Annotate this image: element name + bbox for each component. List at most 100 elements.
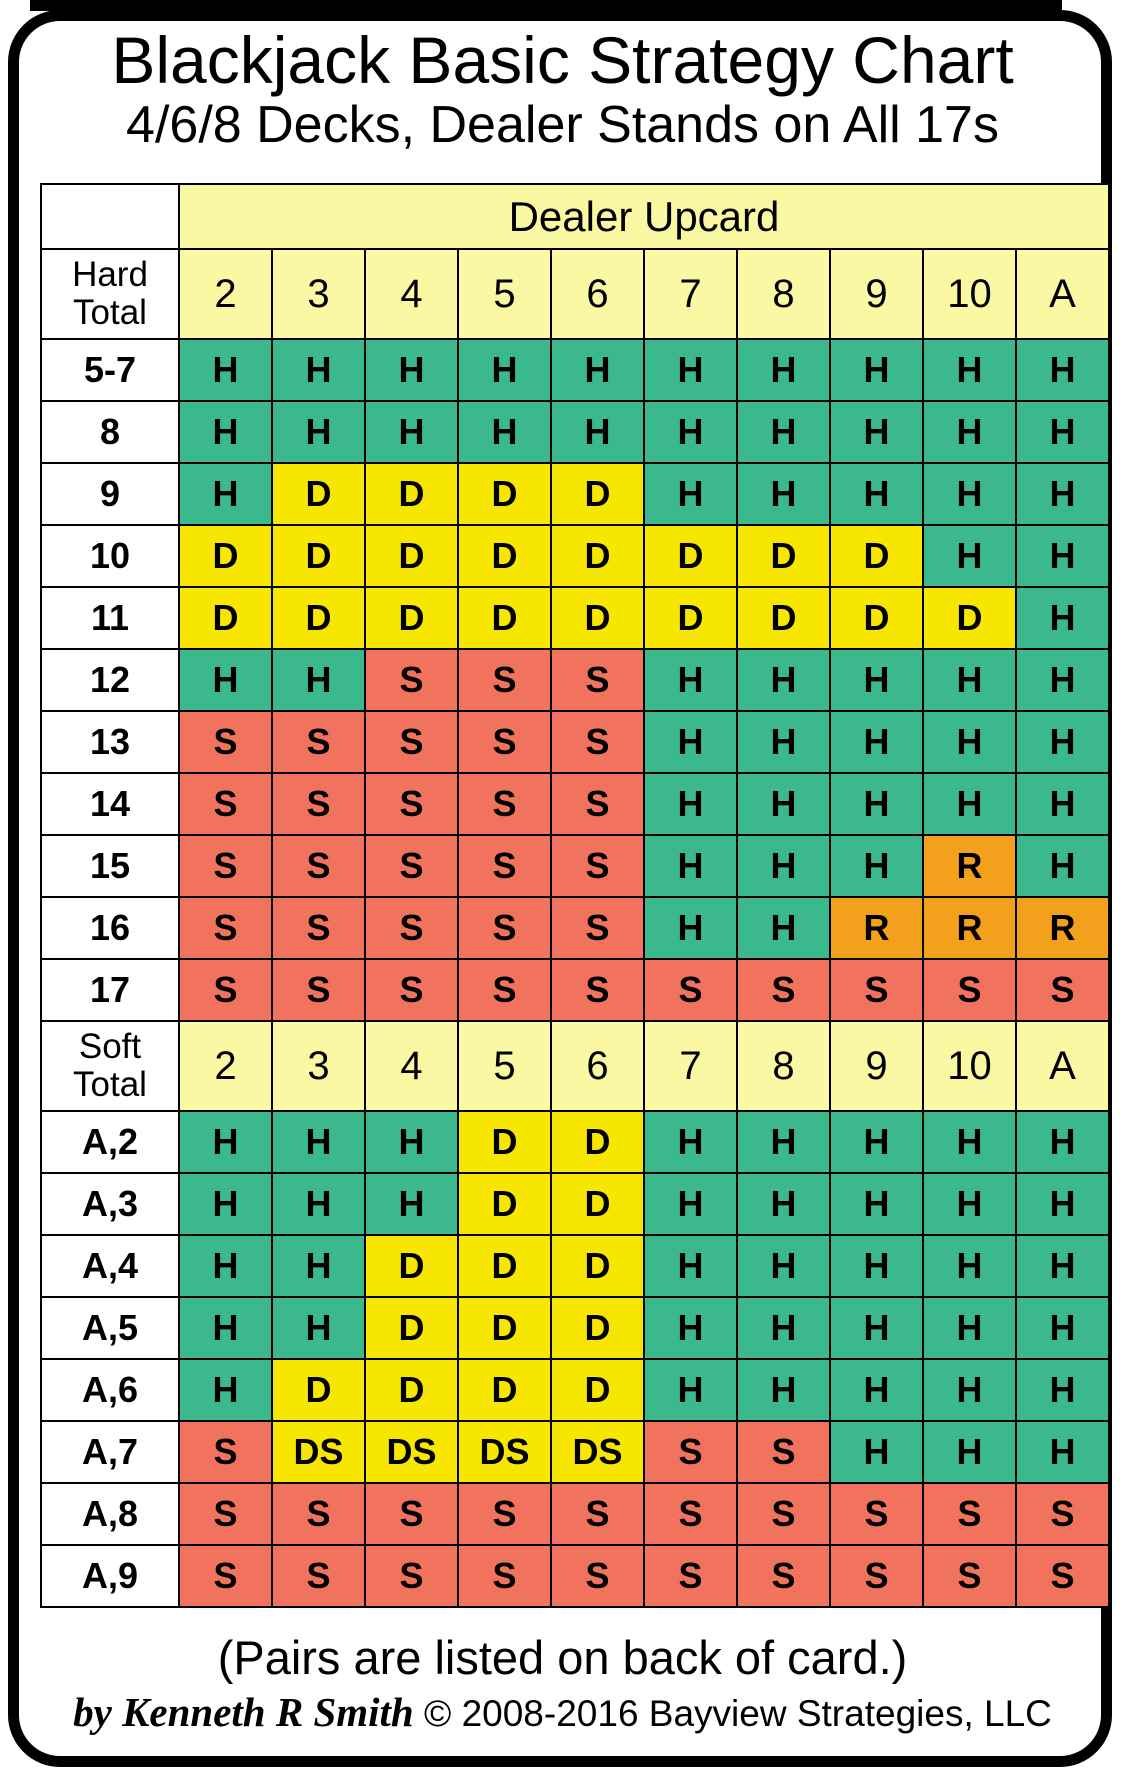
strategy-cell: H bbox=[736, 648, 831, 712]
page-title: Blackjack Basic Strategy Chart bbox=[111, 23, 1014, 97]
strategy-cell: H bbox=[643, 710, 738, 774]
strategy-cell: S bbox=[550, 710, 645, 774]
strategy-row: 13 S S S S S H H H H H bbox=[40, 710, 1110, 774]
strategy-cell: H bbox=[550, 400, 645, 464]
strategy-cell: S bbox=[178, 834, 273, 898]
strategy-cell: S bbox=[736, 958, 831, 1022]
row-label: 5-7 bbox=[40, 338, 180, 402]
strategy-cell: DS bbox=[457, 1420, 552, 1484]
strategy-cell: DS bbox=[550, 1420, 645, 1484]
row-label: 14 bbox=[40, 772, 180, 836]
strategy-cell: H bbox=[829, 710, 924, 774]
upcard-header-cell: 10 bbox=[922, 248, 1017, 340]
strategy-cell: S bbox=[271, 1482, 366, 1546]
strategy-cell: H bbox=[1015, 1420, 1110, 1484]
strategy-row: A,6 H D D D D H H H H H bbox=[40, 1358, 1110, 1422]
strategy-cell: H bbox=[922, 1172, 1017, 1236]
strategy-cell: D bbox=[364, 586, 459, 650]
strategy-cell: H bbox=[643, 772, 738, 836]
strategy-cell: S bbox=[550, 896, 645, 960]
strategy-cell: S bbox=[457, 1544, 552, 1608]
strategy-cell: S bbox=[643, 1544, 738, 1608]
strategy-cell: S bbox=[550, 1482, 645, 1546]
strategy-cell: H bbox=[829, 1172, 924, 1236]
row-label: A,2 bbox=[40, 1110, 180, 1174]
strategy-cell: H bbox=[643, 1172, 738, 1236]
strategy-cell: S bbox=[457, 772, 552, 836]
upcard-header-cell: 2 bbox=[178, 1020, 273, 1112]
strategy-cell: D bbox=[736, 586, 831, 650]
strategy-cell: H bbox=[364, 1110, 459, 1174]
row-label: A,7 bbox=[40, 1420, 180, 1484]
strategy-cell: H bbox=[178, 1358, 273, 1422]
strategy-cell: H bbox=[364, 400, 459, 464]
strategy-cell: H bbox=[736, 338, 831, 402]
row-label: A,6 bbox=[40, 1358, 180, 1422]
strategy-cell: D bbox=[364, 462, 459, 526]
strategy-cell: S bbox=[1015, 1544, 1110, 1608]
row-label: 9 bbox=[40, 462, 180, 526]
strategy-cell: H bbox=[829, 338, 924, 402]
strategy-cell: D bbox=[550, 1110, 645, 1174]
strategy-cell: H bbox=[643, 1296, 738, 1360]
strategy-cell: H bbox=[922, 1358, 1017, 1422]
strategy-cell: S bbox=[829, 958, 924, 1022]
strategy-cell: H bbox=[736, 772, 831, 836]
strategy-cell: S bbox=[457, 834, 552, 898]
strategy-cell: H bbox=[178, 1234, 273, 1298]
strategy-cell: S bbox=[829, 1482, 924, 1546]
strategy-cell: H bbox=[364, 338, 459, 402]
strategy-cell: H bbox=[643, 896, 738, 960]
dealer-upcard-header: Dealer Upcard bbox=[178, 183, 1110, 250]
strategy-cell: D bbox=[550, 1296, 645, 1360]
strategy-cell: D bbox=[364, 1234, 459, 1298]
strategy-cell: D bbox=[643, 586, 738, 650]
strategy-cell: DS bbox=[271, 1420, 366, 1484]
row-label: 10 bbox=[40, 524, 180, 588]
strategy-row: A,7 S DS DS DS DS S S H H H bbox=[40, 1420, 1110, 1484]
strategy-cell: S bbox=[457, 648, 552, 712]
upcard-header-cell: 9 bbox=[829, 248, 924, 340]
strategy-cell: H bbox=[178, 1172, 273, 1236]
strategy-cell: S bbox=[1015, 958, 1110, 1022]
upcard-header-cell: 7 bbox=[643, 248, 738, 340]
strategy-cell: H bbox=[643, 648, 738, 712]
strategy-cell: D bbox=[829, 586, 924, 650]
strategy-cell: D bbox=[271, 524, 366, 588]
strategy-cell: H bbox=[178, 1110, 273, 1174]
strategy-cell: H bbox=[829, 1296, 924, 1360]
strategy-cell: H bbox=[457, 338, 552, 402]
strategy-cell: H bbox=[1015, 462, 1110, 526]
strategy-cell: S bbox=[364, 896, 459, 960]
strategy-cell: D bbox=[643, 524, 738, 588]
strategy-cell: H bbox=[922, 1234, 1017, 1298]
strategy-cell: H bbox=[643, 1234, 738, 1298]
strategy-cell: H bbox=[922, 648, 1017, 712]
strategy-cell: H bbox=[922, 524, 1017, 588]
strategy-row: 12 H H S S S H H H H H bbox=[40, 648, 1110, 712]
upcard-header-cell: 3 bbox=[271, 1020, 366, 1112]
strategy-cell: H bbox=[736, 1110, 831, 1174]
strategy-cell: S bbox=[736, 1482, 831, 1546]
row-label: A,3 bbox=[40, 1172, 180, 1236]
strategy-row: 17 S S S S S S S S S S bbox=[40, 958, 1110, 1022]
strategy-cell: S bbox=[550, 772, 645, 836]
strategy-cell: H bbox=[271, 400, 366, 464]
strategy-cell: S bbox=[550, 648, 645, 712]
corner-cell bbox=[40, 183, 180, 250]
strategy-cell: S bbox=[457, 710, 552, 774]
upcard-header-cell: 6 bbox=[550, 1020, 645, 1112]
section-header-row: Hard Total 2 3 4 5 6 7 8 9 10 A bbox=[40, 248, 1110, 340]
dealer-header-row: Dealer Upcard bbox=[40, 183, 1110, 250]
strategy-cell: H bbox=[829, 1420, 924, 1484]
strategy-cell: R bbox=[829, 896, 924, 960]
strategy-cell: S bbox=[364, 1544, 459, 1608]
upcard-header-cell: 2 bbox=[178, 248, 273, 340]
strategy-cell: H bbox=[922, 462, 1017, 526]
strategy-cell: S bbox=[364, 834, 459, 898]
strategy-cell: D bbox=[550, 524, 645, 588]
strategy-cell: D bbox=[922, 586, 1017, 650]
copyright: © 2008-2016 Bayview Strategies, LLC bbox=[424, 1693, 1052, 1734]
strategy-cell: H bbox=[643, 338, 738, 402]
strategy-cell: S bbox=[457, 896, 552, 960]
